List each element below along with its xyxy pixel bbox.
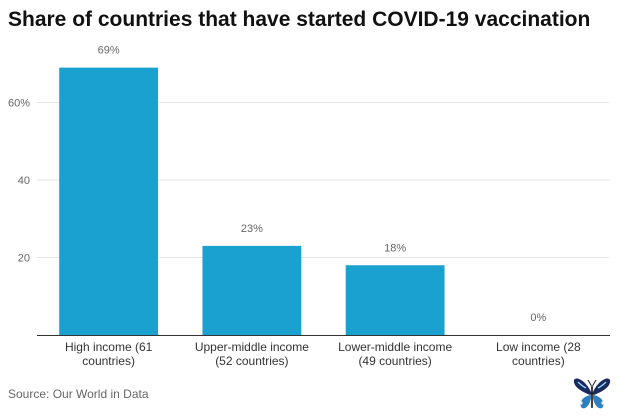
x-tick-label: Low income (28 countries)	[496, 340, 581, 368]
chart-title: Share of countries that have started COV…	[8, 8, 591, 31]
data-label: 18%	[384, 242, 406, 254]
x-axis-ticks: High income (61 countries) Upper-middle in…	[65, 340, 581, 368]
bars	[59, 67, 445, 335]
y-tick-label: 20	[18, 253, 30, 265]
x-tick-label: Upper-middle income (52 countries)	[195, 340, 309, 368]
data-label: 0%	[530, 312, 546, 324]
source-note: Source: Our World in Data	[8, 387, 149, 401]
data-label: 23%	[241, 223, 263, 235]
bar	[59, 67, 159, 335]
x-tick-label: Lower-middle income (49 countries)	[338, 340, 452, 368]
data-labels: 69% 23% 18% 0%	[98, 45, 547, 324]
bar	[202, 245, 302, 335]
data-label: 69%	[98, 45, 120, 57]
y-tick-label: 60%	[8, 98, 30, 110]
x-tick-label: High income (61 countries)	[65, 340, 153, 368]
butterfly-logo-icon	[573, 378, 611, 409]
y-tick-label: 40	[18, 175, 30, 187]
y-axis-ticks: 20 40 60%	[8, 98, 30, 265]
bar	[345, 265, 445, 335]
